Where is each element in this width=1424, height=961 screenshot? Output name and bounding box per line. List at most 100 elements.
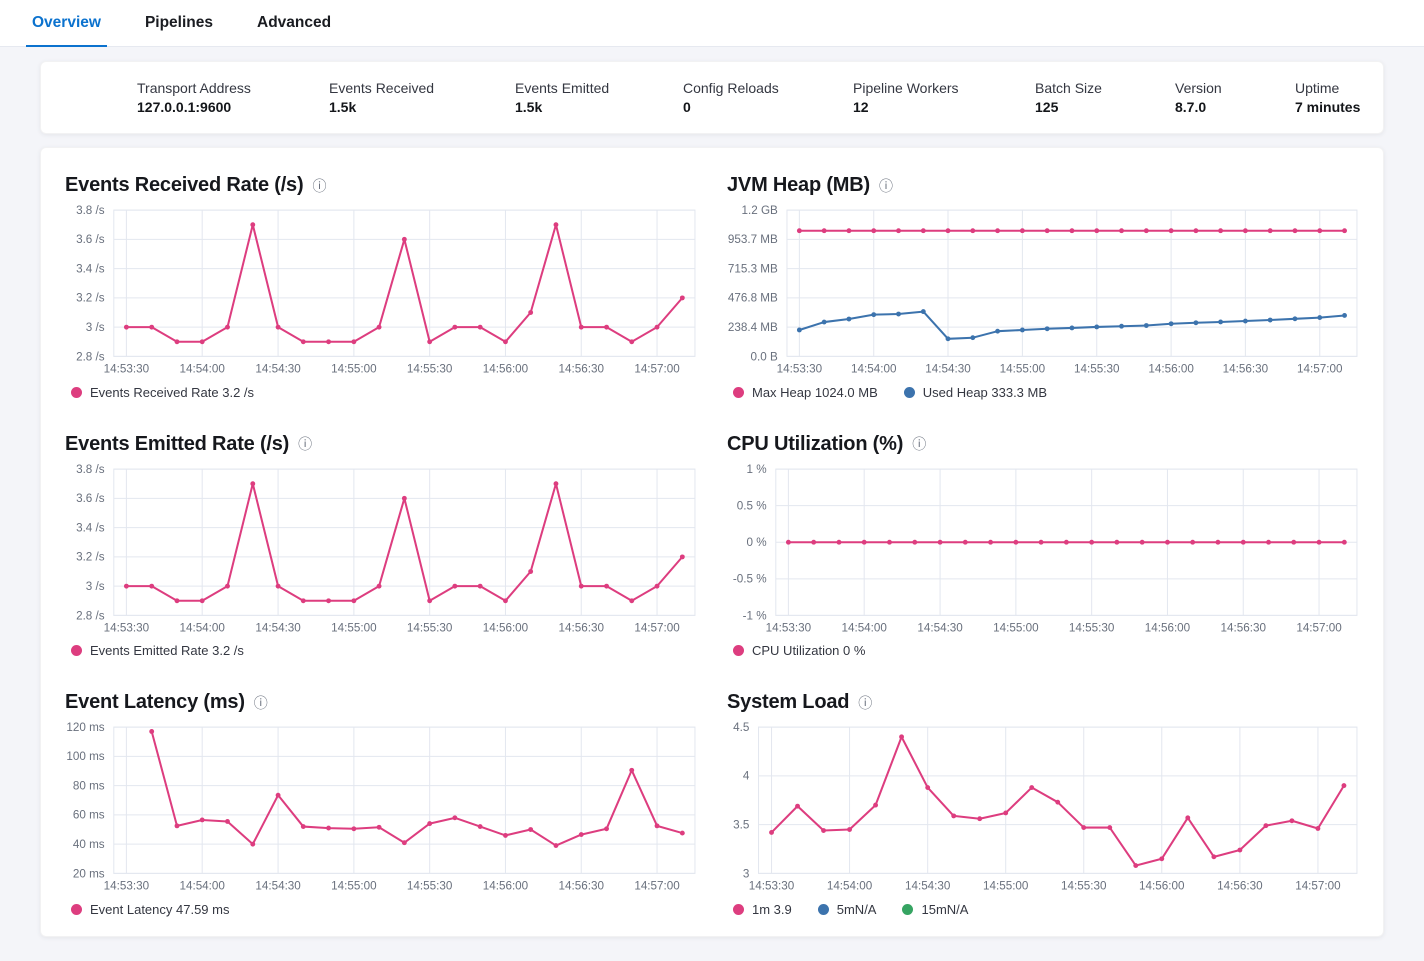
line-chart-plot: 1.2 GB 953.7 MB 715.3 MB 476.8 MB 238.4 MB 0.… xyxy=(727,204,1359,379)
svg-text:14:55:00: 14:55:00 xyxy=(993,621,1039,634)
legend-item[interactable]: Used Heap 333.3 MB xyxy=(903,385,1047,400)
tab-overview[interactable]: Overview xyxy=(26,1,107,47)
stat-config-reloads: Config Reloads 0 xyxy=(683,80,853,115)
tab-advanced[interactable]: Advanced xyxy=(257,14,332,31)
svg-text:14:54:30: 14:54:30 xyxy=(925,363,971,376)
line-chart-plot: 120 ms 100 ms 80 ms 60 ms 40 ms 20 ms 14:53:30… xyxy=(65,721,697,896)
svg-text:3.8 /s: 3.8 /s xyxy=(76,204,105,217)
svg-text:14:54:00: 14:54:00 xyxy=(851,363,897,376)
svg-text:3.2 /s: 3.2 /s xyxy=(76,292,105,305)
svg-text:14:53:30: 14:53:30 xyxy=(104,880,150,893)
svg-text:14:54:30: 14:54:30 xyxy=(255,621,301,634)
line-chart-svg: 120 ms 100 ms 80 ms 60 ms 40 ms 20 ms14:53:30… xyxy=(66,721,696,893)
chart-title: Events Emitted Rate (/s) xyxy=(65,432,290,455)
svg-text:-1 %: -1 % xyxy=(743,609,767,622)
stat-value: 127.0.0.1:9600 xyxy=(137,99,232,115)
svg-text:14:55:00: 14:55:00 xyxy=(331,363,377,376)
svg-text:14:56:00: 14:56:00 xyxy=(1139,880,1185,893)
chart-legend: CPU Utilization 0 % xyxy=(733,643,1359,658)
svg-text:4: 4 xyxy=(743,770,750,783)
line-chart-svg: 1.2 GB 953.7 MB 715.3 MB 476.8 MB 238.4 MB 0.… xyxy=(728,204,1358,376)
legend-label: 1m 3.9 xyxy=(752,902,792,918)
logstash-node-overview-page: Overview Pipelines Advanced Transport Ad… xyxy=(0,0,1424,937)
chart-events-received-rate: Events Received Rate (/s) ⓘ 3.8 /s 3.6 /s… xyxy=(65,174,697,409)
legend-item[interactable]: 5mN/A xyxy=(817,902,876,917)
legend-dot-icon xyxy=(71,645,82,657)
stat-label: Batch Size xyxy=(1035,80,1102,96)
chart-events-emitted-rate: Events Emitted Rate (/s) ⓘ 3.8 /s 3.6 /s 3… xyxy=(65,433,697,668)
chart-system-load: System Load ⓘ 4.5 4 3.5 3 14:53:30 14:54:00 14… xyxy=(727,691,1359,926)
svg-text:14:55:30: 14:55:30 xyxy=(407,621,453,634)
svg-text:80 ms: 80 ms xyxy=(73,780,105,793)
info-icon[interactable]: ⓘ xyxy=(312,177,327,194)
stat-pipeline-workers: Pipeline Workers 12 xyxy=(853,80,1035,115)
svg-text:3.2 /s: 3.2 /s xyxy=(76,550,105,563)
svg-text:14:56:30: 14:56:30 xyxy=(559,621,605,634)
stat-label: Transport Address xyxy=(137,80,251,96)
svg-text:20 ms: 20 ms xyxy=(73,868,105,881)
legend-item[interactable]: Max Heap 1024.0 MB xyxy=(733,385,878,400)
legend-item[interactable]: Events Emitted Rate 3.2 /s xyxy=(71,643,244,658)
svg-text:14:54:00: 14:54:00 xyxy=(179,363,225,376)
svg-text:14:57:00: 14:57:00 xyxy=(634,363,680,376)
legend-item[interactable]: 15mN/A xyxy=(902,902,968,917)
chart-title: System Load xyxy=(727,691,850,714)
legend-item[interactable]: 1m 3.9 xyxy=(733,902,792,917)
legend-dot-icon xyxy=(71,904,82,916)
info-icon[interactable]: ⓘ xyxy=(298,436,313,453)
svg-text:1 %: 1 % xyxy=(747,463,767,476)
line-chart-svg: 4.5 4 3.5 314:53:30 14:54:00 14:54:30 14:55:00… xyxy=(733,721,1358,893)
legend-label: Events Emitted Rate 3.2 /s xyxy=(90,643,244,659)
svg-text:14:56:00: 14:56:00 xyxy=(1148,363,1194,376)
legend-item[interactable]: Event Latency 47.59 ms xyxy=(71,902,229,917)
legend-label: Events Received Rate 3.2 /s xyxy=(90,384,255,400)
stat-value: 1.5k xyxy=(515,99,543,115)
stat-value: 0 xyxy=(683,99,691,115)
stat-batch-size: Batch Size 125 xyxy=(1035,80,1175,115)
stat-value: 12 xyxy=(853,99,869,115)
svg-text:14:53:30: 14:53:30 xyxy=(104,363,150,376)
info-icon[interactable]: ⓘ xyxy=(253,694,268,711)
charts-panel: Events Received Rate (/s) ⓘ 3.8 /s 3.6 /s… xyxy=(40,147,1384,937)
line-chart-plot: 3.8 /s 3.6 /s 3.4 /s 3.2 /s 3 /s 2.8 /s 14:53:… xyxy=(65,204,697,379)
chart-event-latency: Event Latency (ms) ⓘ 120 ms 100 ms 80 ms 60… xyxy=(65,691,697,926)
stat-label: Events Emitted xyxy=(515,80,610,96)
chart-legend: Events Emitted Rate 3.2 /s xyxy=(71,643,697,658)
stat-label: Pipeline Workers xyxy=(853,80,959,96)
svg-text:14:54:00: 14:54:00 xyxy=(841,621,887,634)
svg-text:40 ms: 40 ms xyxy=(73,838,105,851)
stat-label: Config Reloads xyxy=(683,80,779,96)
line-chart-svg: 3.8 /s 3.6 /s 3.4 /s 3.2 /s 3 /s 2.8 /s14:53:… xyxy=(76,204,696,376)
svg-text:14:54:30: 14:54:30 xyxy=(255,880,301,893)
svg-text:14:53:30: 14:53:30 xyxy=(777,363,823,376)
chart-title: Events Received Rate (/s) xyxy=(65,174,304,196)
chart-jvm-heap: JVM Heap (MB) ⓘ 1.2 GB 953.7 MB 715.3 MB 47… xyxy=(727,174,1359,409)
svg-text:0.0 B: 0.0 B xyxy=(751,350,778,363)
info-icon[interactable]: ⓘ xyxy=(858,694,873,711)
svg-text:14:55:30: 14:55:30 xyxy=(1061,880,1107,893)
legend-label: 15mN/A xyxy=(921,902,969,918)
svg-text:14:53:30: 14:53:30 xyxy=(104,621,150,634)
chart-title: CPU Utilization (%) xyxy=(727,432,904,455)
svg-text:14:57:00: 14:57:00 xyxy=(1295,880,1341,893)
svg-text:3.4 /s: 3.4 /s xyxy=(76,262,105,275)
svg-text:14:55:00: 14:55:00 xyxy=(1000,363,1046,376)
svg-text:3.8 /s: 3.8 /s xyxy=(76,463,105,476)
legend-item[interactable]: Events Received Rate 3.2 /s xyxy=(71,385,254,400)
legend-label: Event Latency 47.59 ms xyxy=(90,902,230,918)
svg-text:953.7 MB: 953.7 MB xyxy=(728,233,778,246)
legend-dot-icon xyxy=(903,386,915,398)
svg-text:14:57:00: 14:57:00 xyxy=(634,880,680,893)
tab-pipelines[interactable]: Pipelines xyxy=(144,14,213,31)
line-chart-svg: 3.8 /s 3.6 /s 3.4 /s 3.2 /s 3 /s 2.8 /s14:53:… xyxy=(76,463,696,634)
info-icon[interactable]: ⓘ xyxy=(912,436,927,453)
legend-item[interactable]: CPU Utilization 0 % xyxy=(733,643,865,658)
line-chart-svg: 1 % 0.5 % 0 % -0.5 % -1 %14:53:30 14:54:00 14:… xyxy=(733,463,1358,634)
svg-text:14:56:30: 14:56:30 xyxy=(1223,363,1269,376)
svg-text:3 /s: 3 /s xyxy=(86,321,105,334)
info-icon[interactable]: ⓘ xyxy=(878,177,893,194)
chart-cpu-utilization: CPU Utilization (%) ⓘ 1 % 0.5 % 0 % -0.5 % -… xyxy=(727,433,1359,668)
svg-text:238.4 MB: 238.4 MB xyxy=(728,321,778,334)
svg-text:14:54:00: 14:54:00 xyxy=(179,880,225,893)
stat-version: Version 8.7.0 xyxy=(1175,80,1295,115)
